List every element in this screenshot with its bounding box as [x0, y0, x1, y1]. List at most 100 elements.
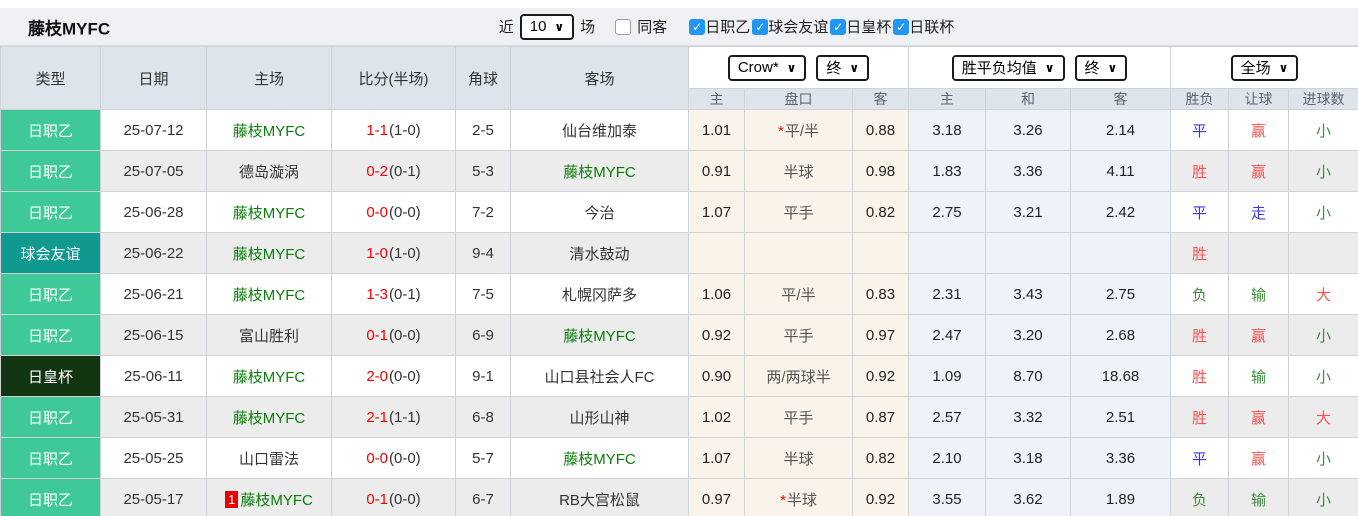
- bookmaker-select[interactable]: Crow* ∨: [727, 54, 807, 81]
- crow-home-odds: 0.91: [688, 150, 745, 192]
- avg-home-odds: 2.47: [908, 314, 986, 356]
- handicap-line: 半球: [744, 437, 853, 479]
- crow-away-odds: 0.92: [852, 478, 909, 516]
- corners: 9-1: [455, 355, 511, 397]
- same-away-checkbox[interactable]: [615, 18, 632, 35]
- league-checkbox[interactable]: ✓: [830, 18, 847, 35]
- crow-away-odds: 0.88: [852, 109, 909, 151]
- away-team[interactable]: 札幌冈萨多: [510, 273, 689, 315]
- crow-time-select[interactable]: 终 ∨: [816, 54, 870, 81]
- col-header-away: 客场: [510, 46, 689, 110]
- chevron-down-icon: ∨: [1278, 60, 1289, 75]
- match-score[interactable]: 0-1(0-0): [331, 314, 456, 356]
- match-score[interactable]: 0-2(0-1): [331, 150, 456, 192]
- result-wdl: 平: [1170, 109, 1229, 151]
- match-score[interactable]: 0-0(0-0): [331, 437, 456, 479]
- league-checkbox[interactable]: ✓: [893, 18, 910, 35]
- match-score[interactable]: 0-0(0-0): [331, 191, 456, 233]
- avg-odds-select[interactable]: 胜平负均值 ∨: [951, 54, 1065, 81]
- result-handicap: 赢: [1228, 314, 1289, 356]
- match-table-body: 日职乙 25-07-12 藤枝MYFC 1-1(1-0) 2-5 仙台维加泰 1.01 *平/…: [0, 109, 1358, 516]
- crow-away-odds: 0.98: [852, 150, 909, 192]
- crow-home-odds: 1.06: [688, 273, 745, 315]
- away-team[interactable]: 仙台维加泰: [510, 109, 689, 151]
- match-type-cell: 日职乙: [0, 396, 101, 438]
- away-team[interactable]: RB大宫松鼠: [510, 478, 689, 516]
- avg-home-odds: 1.83: [908, 150, 986, 192]
- chevron-down-icon: ∨: [786, 60, 797, 75]
- league-label: 日联杯: [909, 19, 955, 36]
- avg-draw-odds: 3.43: [985, 273, 1071, 315]
- avg-away-odds: 2.42: [1070, 191, 1171, 233]
- home-team[interactable]: 1 藤枝MYFC: [206, 478, 332, 516]
- result-handicap: 输: [1228, 355, 1289, 397]
- match-score[interactable]: 2-1(1-1): [331, 396, 456, 438]
- corners: 9-4: [455, 232, 511, 274]
- crow-away-odds: 0.82: [852, 437, 909, 479]
- away-team[interactable]: 藤枝MYFC: [510, 150, 689, 192]
- home-team[interactable]: 藤枝MYFC: [206, 191, 332, 233]
- home-team[interactable]: 藤枝MYFC: [206, 232, 332, 274]
- home-team[interactable]: 藤枝MYFC: [206, 109, 332, 151]
- away-team[interactable]: 藤枝MYFC: [510, 314, 689, 356]
- league-checkbox[interactable]: ✓: [689, 18, 706, 35]
- handicap-line: 两/两球半: [744, 355, 853, 397]
- league-checkbox[interactable]: ✓: [752, 18, 769, 35]
- handicap-line: 半球: [744, 150, 853, 192]
- match-date: 25-05-31: [100, 396, 207, 438]
- avg-time-select[interactable]: 终 ∨: [1074, 54, 1128, 81]
- avg-away-odds: 1.89: [1070, 478, 1171, 516]
- home-team[interactable]: 藤枝MYFC: [206, 355, 332, 397]
- match-type-cell: 球会友谊: [0, 232, 101, 274]
- home-team[interactable]: 德岛漩涡: [206, 150, 332, 192]
- match-date: 25-06-11: [100, 355, 207, 397]
- match-score[interactable]: 1-3(0-1): [331, 273, 456, 315]
- table-row: 日职乙 25-05-17 1 藤枝MYFC 0-1(0-0) 6-7 RB大宫松鼠 0.97 *…: [0, 478, 1358, 516]
- home-team[interactable]: 藤枝MYFC: [206, 273, 332, 315]
- avg-away-odds: 2.75: [1070, 273, 1171, 315]
- match-date: 25-06-15: [100, 314, 207, 356]
- crow-away-odds: 0.83: [852, 273, 909, 315]
- corners: 6-8: [455, 396, 511, 438]
- crow-home-odds: 0.92: [688, 314, 745, 356]
- avg-draw-odds: 3.26: [985, 109, 1071, 151]
- avg-away-odds: 3.36: [1070, 437, 1171, 479]
- result-handicap: 赢: [1228, 109, 1289, 151]
- result-goals: 大: [1288, 396, 1358, 438]
- near-count-select[interactable]: 10 ∨: [519, 13, 575, 40]
- sub-header-crow-away: 客: [852, 88, 909, 110]
- match-score[interactable]: 1-1(1-0): [331, 109, 456, 151]
- match-score[interactable]: 2-0(0-0): [331, 355, 456, 397]
- crow-home-odds: 1.07: [688, 191, 745, 233]
- result-handicap: 输: [1228, 273, 1289, 315]
- result-wdl: 负: [1170, 273, 1229, 315]
- away-team[interactable]: 山口县社会人FC: [510, 355, 689, 397]
- home-team[interactable]: 山口雷法: [206, 437, 332, 479]
- home-team[interactable]: 藤枝MYFC: [206, 396, 332, 438]
- avg-away-odds: 2.51: [1070, 396, 1171, 438]
- result-handicap: [1228, 232, 1289, 274]
- match-type-cell: 日职乙: [0, 191, 101, 233]
- crow-home-odds: [688, 232, 745, 274]
- handicap-line: 平手: [744, 396, 853, 438]
- sub-header-avg-away: 客: [1070, 88, 1171, 110]
- result-wdl: 胜: [1170, 355, 1229, 397]
- col-header-corner: 角球: [455, 46, 511, 110]
- result-goals: [1288, 232, 1358, 274]
- table-row: 日职乙 25-07-05 德岛漩涡 0-2(0-1) 5-3 藤枝MYFC 0.91 半球 0.…: [0, 150, 1358, 192]
- result-wdl: 胜: [1170, 232, 1229, 274]
- result-wdl: 负: [1170, 478, 1229, 516]
- away-team[interactable]: 今治: [510, 191, 689, 233]
- page-title: 藤枝MYFC: [28, 19, 111, 38]
- away-team[interactable]: 清水鼓动: [510, 232, 689, 274]
- match-score[interactable]: 1-0(1-0): [331, 232, 456, 274]
- avg-away-odds: 4.11: [1070, 150, 1171, 192]
- away-team[interactable]: 藤枝MYFC: [510, 437, 689, 479]
- crow-home-odds: 1.07: [688, 437, 745, 479]
- home-team[interactable]: 富山胜利: [206, 314, 332, 356]
- fullmatch-select[interactable]: 全场 ∨: [1230, 54, 1299, 81]
- avg-draw-odds: 8.70: [985, 355, 1071, 397]
- away-team[interactable]: 山形山神: [510, 396, 689, 438]
- match-date: 25-05-17: [100, 478, 207, 516]
- match-score[interactable]: 0-1(0-0): [331, 478, 456, 516]
